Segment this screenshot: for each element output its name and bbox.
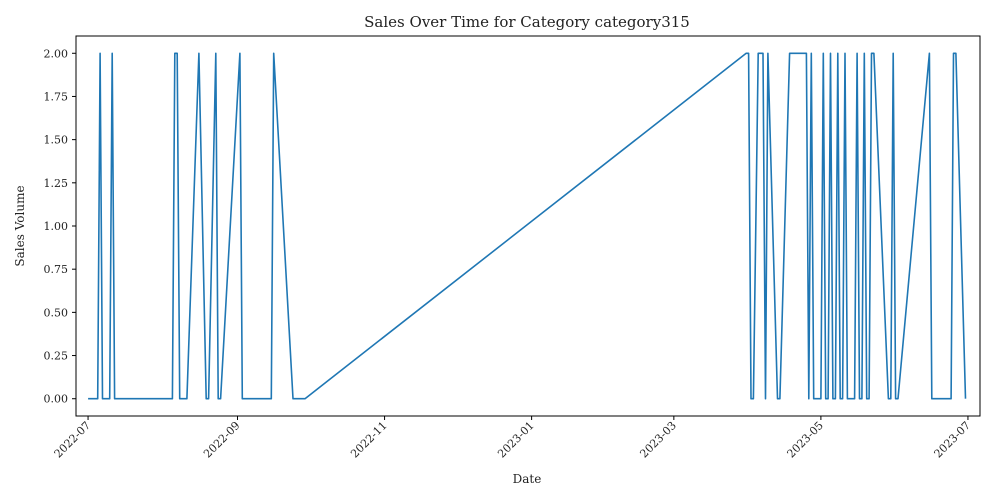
series-line-0 <box>88 52 967 400</box>
y-tick-label: 0.00 <box>44 393 69 406</box>
plot-area <box>88 52 967 400</box>
y-tick-label: 2.00 <box>44 47 69 60</box>
x-tick-label: 2022-11 <box>348 419 390 461</box>
y-axis-label: Sales Volume <box>13 185 27 266</box>
x-tick-label: 2022-09 <box>201 419 243 461</box>
x-tick-label: 2023-05 <box>784 419 826 461</box>
y-tick-label: 1.50 <box>44 134 69 147</box>
x-tick-label: 2023-01 <box>495 419 537 461</box>
y-tick-label: 1.25 <box>44 177 69 190</box>
x-tick-label: 2023-03 <box>637 419 679 461</box>
x-axis-label: Date <box>513 472 542 486</box>
x-axis: 2022-07 2022-09 2022-11 2023-01 2023-03 2023-… <box>52 416 973 460</box>
plot-frame <box>75 35 981 417</box>
y-tick-label: 1.75 <box>44 90 69 103</box>
y-tick-label: 0.25 <box>44 350 69 363</box>
y-tick-label: 0.50 <box>44 306 69 319</box>
y-axis: 0.00 0.25 0.50 0.75 1.00 1.25 1.50 1.75 2.00 <box>44 47 76 406</box>
y-tick-label: 0.75 <box>44 263 69 276</box>
x-tick-label: 2022-07 <box>52 419 94 461</box>
x-tick-label: 2023-07 <box>932 419 974 461</box>
chart-title: Sales Over Time for Category category315 <box>364 13 690 31</box>
y-tick-label: 1.00 <box>44 220 69 233</box>
